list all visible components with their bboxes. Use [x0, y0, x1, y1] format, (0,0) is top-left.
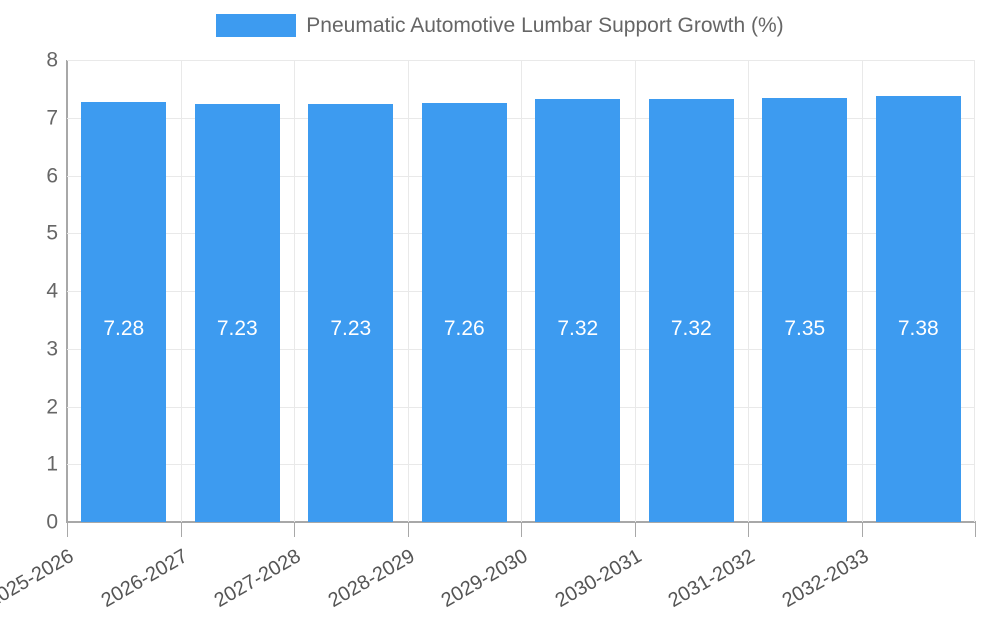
x-axis-tick-mark [862, 523, 863, 537]
vertical-gridline [635, 60, 636, 522]
x-axis-tick-mark [521, 523, 522, 537]
x-axis-tick-label: 2028-2029 [324, 545, 419, 613]
x-axis-tick-label: 2032-2033 [778, 545, 873, 613]
bar-value-label: 7.35 [784, 317, 826, 340]
bar-chart: Pneumatic Automotive Lumbar Support Grow… [0, 0, 1000, 612]
vertical-gridline [408, 60, 409, 522]
y-axis-tick-label: 7 [46, 106, 58, 130]
y-axis-tick-label: 3 [46, 337, 58, 361]
bar[interactable]: 7.32 [535, 99, 621, 522]
legend-item[interactable]: Pneumatic Automotive Lumbar Support Grow… [216, 14, 784, 37]
bar-value-label: 7.23 [216, 317, 258, 340]
x-axis-tick-mark [67, 523, 68, 537]
bar[interactable]: 7.23 [194, 104, 280, 522]
y-axis-tick-label: 2 [46, 395, 58, 418]
bar[interactable]: 7.26 [421, 102, 507, 522]
y-axis-tick-label: 8 [46, 48, 58, 72]
vertical-gridline [294, 60, 295, 522]
x-axis-tick-label: 2027-2028 [210, 545, 305, 613]
x-axis-line [67, 521, 976, 523]
legend-label: Pneumatic Automotive Lumbar Support Grow… [306, 14, 784, 37]
vertical-gridline [974, 60, 975, 522]
vertical-gridline [521, 60, 522, 522]
y-axis-tick-labels: 0 1 2 3 4 5 6 7 8 [0, 0, 58, 600]
x-axis-tick-mark [408, 523, 409, 537]
bar[interactable]: 7.23 [308, 104, 394, 522]
x-axis-tick-mark [975, 523, 976, 537]
vertical-gridline [748, 60, 749, 522]
bar[interactable]: 7.35 [762, 97, 848, 522]
x-axis-tick-label: 2030-2031 [551, 545, 646, 613]
bar[interactable]: 7.38 [875, 95, 961, 522]
x-axis-tick-label: 2029-2030 [437, 545, 532, 613]
bar-value-label: 7.23 [330, 317, 372, 340]
bar-value-label: 7.38 [897, 317, 939, 340]
x-axis-tick-mark [748, 523, 749, 537]
bar-value-label: 7.26 [443, 317, 485, 340]
bar[interactable]: 7.28 [81, 101, 167, 522]
x-axis-tick-mark [294, 523, 295, 537]
bar[interactable]: 7.32 [648, 99, 734, 522]
plot-area: 7.28 7.23 7.23 7.26 7.32 7.32 7.35 7.38 [67, 60, 975, 522]
y-axis-tick-label: 5 [46, 221, 58, 245]
chart-legend: Pneumatic Automotive Lumbar Support Grow… [0, 14, 1000, 37]
vertical-gridline [862, 60, 863, 522]
x-axis-tick-mark [181, 523, 182, 537]
y-axis-tick-label: 4 [46, 279, 58, 303]
legend-color-swatch [216, 14, 297, 37]
y-axis-tick-label: 0 [46, 510, 58, 534]
x-axis-tick-mark [635, 523, 636, 537]
bar-value-label: 7.32 [557, 317, 599, 340]
x-axis-tick-label: 2026-2027 [97, 545, 192, 613]
y-axis-tick-label: 1 [46, 452, 58, 476]
vertical-gridline [181, 60, 182, 522]
x-axis-tick-label: 2031-2032 [664, 545, 759, 613]
bar-value-label: 7.28 [103, 317, 145, 340]
bar-value-label: 7.32 [670, 317, 712, 340]
y-axis-tick-label: 6 [46, 164, 58, 187]
